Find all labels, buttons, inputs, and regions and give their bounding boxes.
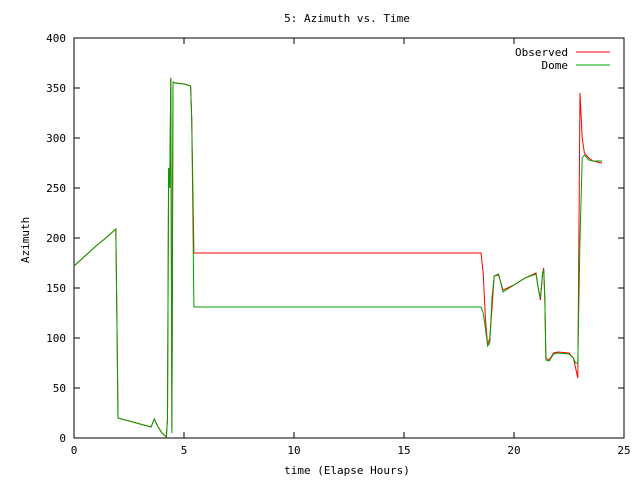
y-tick-label: 400	[46, 32, 66, 45]
series-lines	[73, 77, 603, 439]
y-tick-label: 100	[46, 332, 66, 345]
x-tick-label: 15	[397, 444, 410, 457]
series-line-dome	[73, 77, 602, 439]
y-tick-label: 300	[46, 132, 66, 145]
plot-area-frame	[73, 37, 625, 439]
y-tick-label: 150	[46, 282, 66, 295]
y-tick-label: 50	[53, 382, 66, 395]
chart-title: 5: Azimuth vs. Time	[284, 12, 410, 25]
x-axis-label: time (Elapse Hours)	[284, 464, 410, 477]
x-tick-label: 0	[71, 444, 78, 457]
y-tick-label: 200	[46, 232, 66, 245]
legend-label-dome: Dome	[542, 59, 569, 72]
y-axis-label: Azimuth	[19, 217, 32, 263]
x-tick-label: 5	[181, 444, 188, 457]
y-tick-label: 250	[46, 182, 66, 195]
legend-label-observed: Observed	[515, 46, 568, 59]
series-line-observed	[73, 77, 603, 439]
x-tick-label: 25	[617, 444, 630, 457]
x-tick-label: 10	[287, 444, 300, 457]
y-tick-label: 0	[59, 432, 66, 445]
x-tick-label: 20	[507, 444, 520, 457]
y-tick-label: 350	[46, 82, 66, 95]
